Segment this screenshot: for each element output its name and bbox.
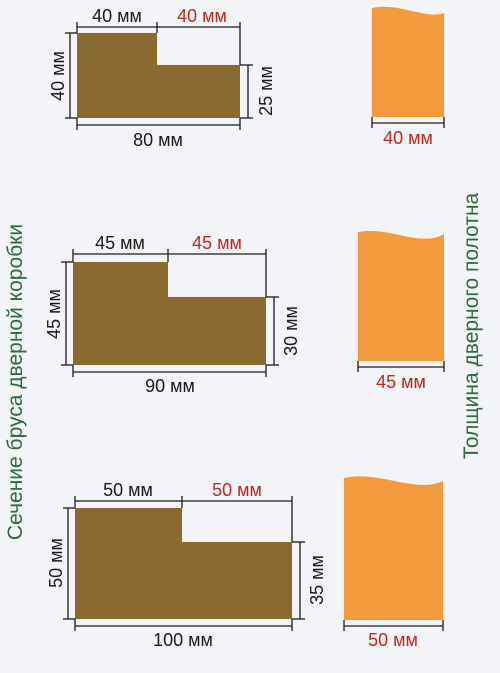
door-thickness-side-label: Толщина дверного полотна [460, 192, 483, 459]
dimension-label: 50 мм [103, 480, 153, 500]
panel-dimension [357, 361, 445, 372]
dimension-bottom [74, 619, 293, 631]
panel-dimension [371, 117, 445, 128]
frame-profile-shape [73, 262, 266, 365]
panel-dimension [343, 620, 444, 631]
dimension-top-right [182, 496, 293, 542]
dimension-label: 45 мм [95, 233, 145, 253]
dimension-bottom [76, 118, 241, 130]
profile-group: 45 мм 45 мм 45 мм 30 мм 90 мм 45 мм [44, 230, 445, 396]
panel-thickness-label: 45 мм [376, 372, 426, 392]
door-panel-shape [372, 6, 444, 118]
panel-thickness-label: 40 мм [383, 128, 433, 148]
dimension-right [266, 296, 279, 366]
dimension-left [61, 261, 73, 366]
dimension-right [292, 541, 305, 620]
dimension-left [65, 32, 77, 119]
dimension-label: 40 мм [177, 6, 227, 26]
dimension-left [63, 507, 75, 620]
door-panel-shape [344, 476, 443, 620]
dimension-label: 50 мм [46, 538, 66, 588]
dimension-label: 80 мм [133, 130, 183, 150]
panel-thickness-label: 50 мм [368, 630, 418, 650]
dimension-right [240, 64, 253, 119]
frame-section-side-label: Сечение бруса дверной коробки [4, 224, 27, 540]
door-panel-shape [358, 230, 444, 361]
frame-profile-shape [75, 508, 292, 619]
dimension-label: 40 мм [48, 51, 68, 101]
dimension-label: 30 мм [281, 306, 301, 356]
dimension-label: 45 мм [192, 233, 242, 253]
dimension-label: 90 мм [145, 376, 195, 396]
frame-profile-shape [77, 33, 240, 118]
dimension-bottom [72, 365, 267, 377]
dimension-label: 45 мм [44, 289, 64, 339]
dimension-label: 25 мм [256, 66, 276, 116]
dimension-top-right [157, 22, 241, 65]
dimension-label: 40 мм [92, 6, 142, 26]
dimension-top-right [168, 249, 267, 297]
dimension-label: 35 мм [307, 555, 327, 605]
dimension-top-left [72, 249, 169, 262]
dimension-label: 100 мм [153, 630, 213, 650]
profile-group: 40 мм 40 мм 40 мм 25 мм 80 мм [48, 6, 445, 150]
profile-group: 50 мм 50 мм 50 мм 35 мм 100 мм 50 мм [46, 476, 444, 650]
dimension-label: 50 мм [212, 480, 262, 500]
dimension-top-left [74, 496, 183, 508]
